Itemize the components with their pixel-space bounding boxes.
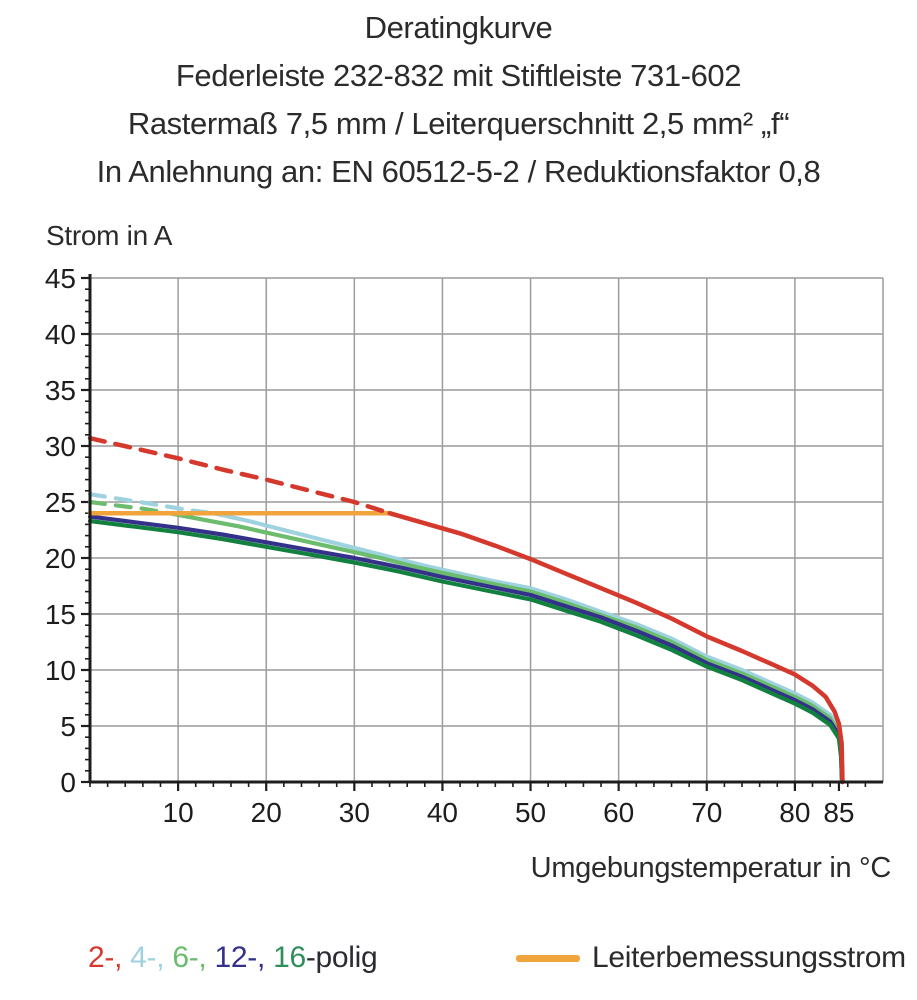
curve-4-polig bbox=[87, 492, 216, 516]
x-tick-label: 20 bbox=[251, 797, 282, 828]
curve-4-polig bbox=[211, 511, 845, 785]
title-line-1: Deratingkurve bbox=[364, 10, 553, 45]
x-tick-label: 60 bbox=[603, 797, 634, 828]
x-tick-label: 10 bbox=[163, 797, 194, 828]
x-tick-label: 40 bbox=[427, 797, 458, 828]
chart-title: Deratingkurve Federleiste 232-832 mit St… bbox=[0, 4, 917, 196]
curve-6-polig bbox=[167, 511, 845, 785]
curve-2-polig bbox=[387, 510, 845, 785]
x-tick-label: 30 bbox=[339, 797, 370, 828]
y-axis-label: Strom in A bbox=[46, 220, 173, 251]
legend-pole-counts: 2-, 4-, 6-, 12-, 16-polig bbox=[88, 941, 378, 975]
y-tick-label: 25 bbox=[45, 487, 76, 518]
rated-current-label: Leiterbemessungsstrom bbox=[592, 941, 906, 974]
x-tick-label: 50 bbox=[515, 797, 546, 828]
legend-pole-2: 2-, bbox=[88, 941, 123, 974]
y-tick-label: 20 bbox=[45, 543, 76, 574]
curve-16-polig bbox=[87, 518, 845, 785]
legend-pole-suffix: -polig bbox=[305, 941, 378, 974]
y-tick-label: 30 bbox=[45, 431, 76, 462]
y-tick-label: 40 bbox=[45, 319, 76, 350]
curve-12-polig bbox=[87, 514, 845, 785]
x-tick-label: 85 bbox=[823, 797, 854, 828]
x-tick-label: 70 bbox=[691, 797, 722, 828]
y-tick-label: 5 bbox=[60, 711, 76, 742]
legend-pole-12: 12-, bbox=[214, 941, 266, 974]
x-tick-label: 80 bbox=[779, 797, 810, 828]
y-tick-label: 0 bbox=[60, 767, 76, 798]
x-axis-label: Umgebungstemperatur in °C bbox=[530, 852, 892, 884]
legend-pole-16: 16 bbox=[273, 941, 306, 974]
legend-pole-6: 6-, bbox=[172, 941, 207, 974]
title-line-4: In Anlehnung an: EN 60512-5-2 / Reduktio… bbox=[96, 154, 821, 189]
title-line-2: Federleiste 232-832 mit Stiftleiste 731-… bbox=[175, 58, 742, 93]
y-tick-label: 15 bbox=[45, 599, 76, 630]
curve-2-polig bbox=[87, 435, 392, 516]
legend-pole-4: 4-, bbox=[130, 941, 165, 974]
rated-current-line-swatch bbox=[516, 954, 580, 962]
y-tick-label: 45 bbox=[45, 263, 76, 294]
title-line-3: Rastermaß 7,5 mm / Leiterquerschnitt 2,5… bbox=[127, 106, 790, 141]
y-tick-label: 10 bbox=[45, 655, 76, 686]
legend-rated-current: Leiterbemessungsstrom bbox=[516, 941, 906, 975]
y-tick-label: 35 bbox=[45, 375, 76, 406]
